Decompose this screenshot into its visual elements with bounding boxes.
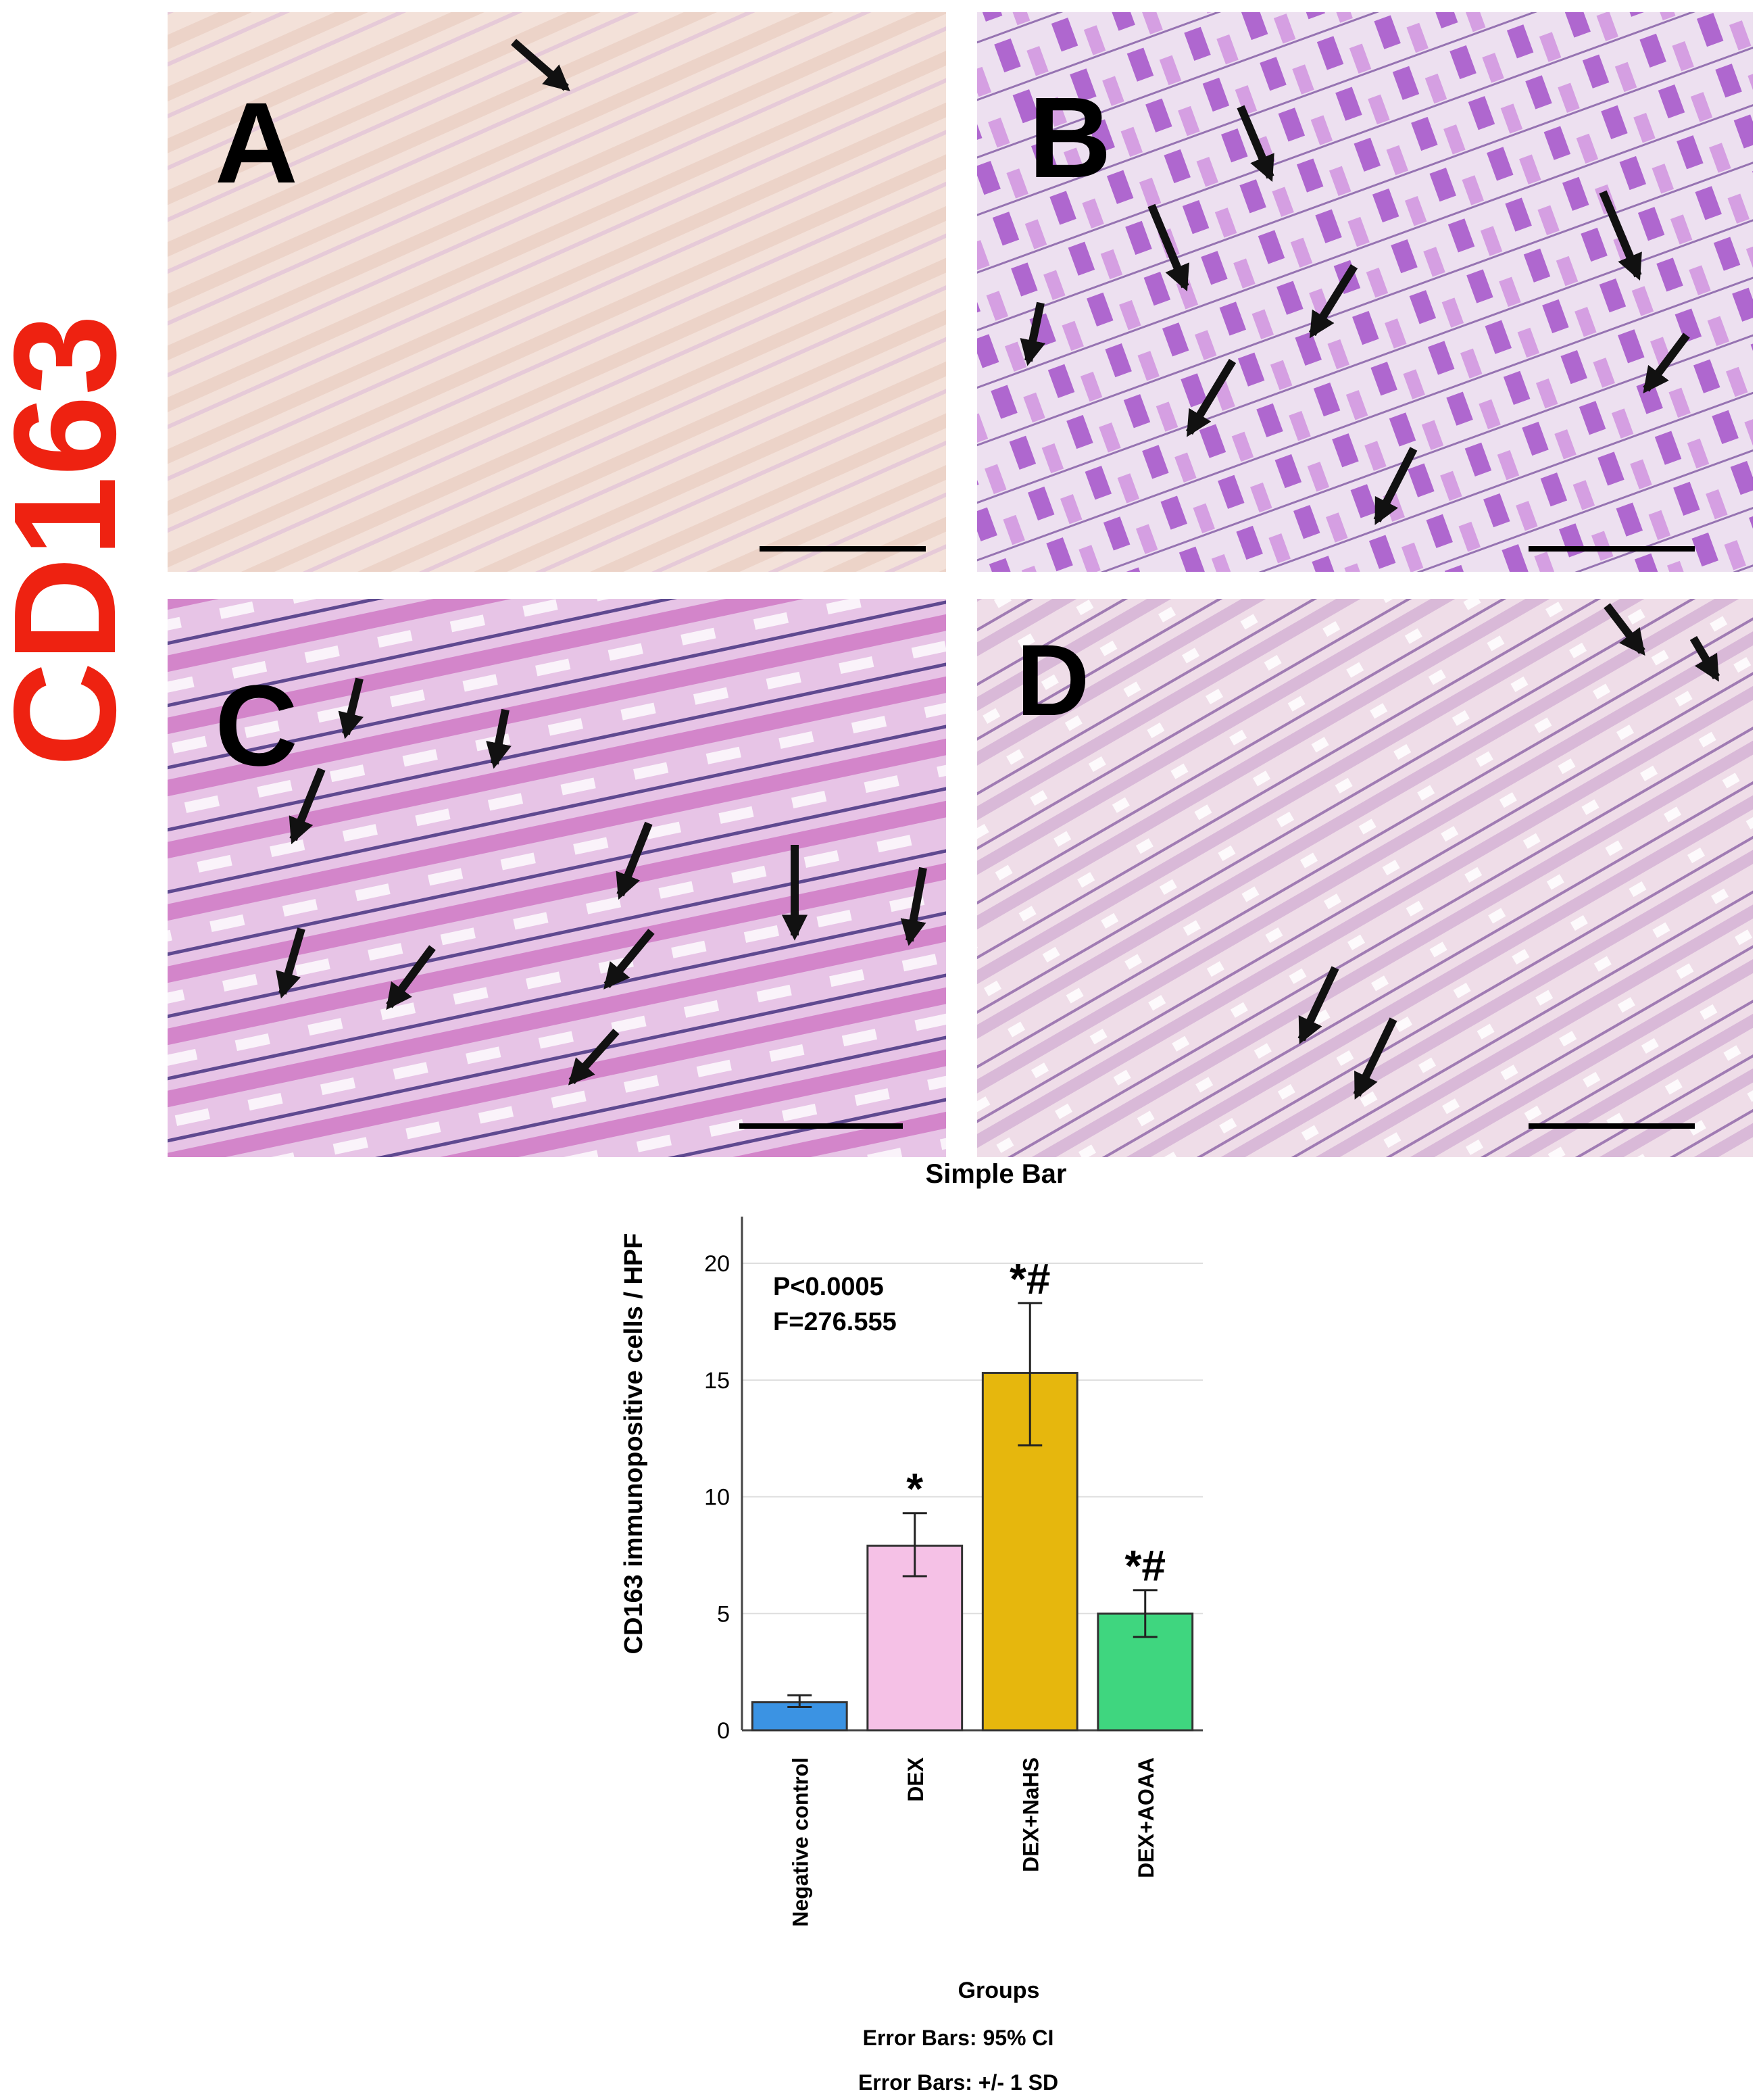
arrow: [616, 821, 653, 900]
x-category-label: DEX: [903, 1757, 928, 1801]
x-category-label: Negative control: [788, 1757, 812, 1927]
chart-title: Simple Bar: [926, 1159, 1067, 1189]
marker-label: CD163: [0, 314, 135, 766]
stats-p-value: P<0.0005: [773, 1273, 884, 1301]
y-ticks: 0 5 10 15 20: [704, 1251, 730, 1744]
y-tick-label: 15: [704, 1368, 730, 1394]
significance-mark: *#: [1125, 1542, 1166, 1590]
y-tick-label: 0: [717, 1718, 730, 1744]
panel-d: D: [977, 599, 1753, 1157]
significance-mark: *: [906, 1465, 923, 1513]
y-axis-label: CD163 immunopositive cells / HPF: [620, 1234, 648, 1655]
bars: * *# *#: [751, 1254, 1194, 1732]
marker-label-text: CD163: [0, 314, 135, 766]
panel-a: A: [168, 12, 946, 572]
panel-c: C: [168, 599, 946, 1157]
panel-b: B: [977, 12, 1753, 572]
arrow: [1599, 190, 1642, 281]
arrow: [1147, 203, 1189, 292]
panel-c-image: [168, 599, 946, 1157]
x-axis-label: Groups: [958, 1978, 1040, 2003]
panel-a-image: [168, 12, 946, 572]
arrow: [1353, 1017, 1397, 1100]
arrow: [338, 677, 364, 739]
panel-c-label: C: [215, 662, 298, 790]
panel-b-label: B: [1028, 74, 1112, 202]
x-category-label: DEX+AOAA: [1134, 1757, 1158, 1878]
micrograph-panels: A B C D: [168, 12, 1753, 1157]
arrow: [511, 39, 570, 92]
x-categories: Negative control DEX DEX+NaHS DEX+AOAA: [788, 1757, 1158, 1926]
arrow: [900, 866, 927, 946]
arrow: [386, 945, 436, 1010]
y-tick-label: 5: [717, 1601, 730, 1627]
arrow: [1020, 301, 1046, 366]
footnote-sd: Error Bars: +/- 1 SD: [858, 2070, 1058, 2095]
panel-d-image: [977, 599, 1753, 1157]
arrow: [568, 1029, 620, 1085]
significance-mark: *#: [1010, 1254, 1051, 1303]
panel-b-image: [977, 12, 1753, 572]
arrow: [1185, 358, 1237, 437]
stats-f-value: F=276.555: [773, 1308, 897, 1336]
arrow: [603, 929, 655, 990]
arrow: [1604, 603, 1645, 656]
footnote-ci: Error Bars: 95% CI: [863, 2026, 1054, 2050]
panel-d-label: D: [1016, 623, 1089, 737]
arrow: [1689, 635, 1720, 682]
arrow: [1297, 966, 1339, 1044]
arrow: [1643, 333, 1690, 394]
arrow: [1308, 264, 1358, 339]
y-tick-label: 20: [704, 1251, 730, 1277]
arrow: [289, 767, 326, 845]
arrow: [1373, 447, 1418, 525]
bar-chart: Simple Bar * *# *# 0 5 10 15 20 Negative contr…: [620, 1159, 1203, 2095]
panel-a-label: A: [215, 79, 298, 207]
arrow: [486, 708, 512, 769]
arrow: [276, 927, 305, 999]
y-tick-label: 10: [704, 1485, 730, 1511]
x-category-label: DEX+NaHS: [1018, 1757, 1043, 1872]
arrow: [1237, 105, 1274, 182]
